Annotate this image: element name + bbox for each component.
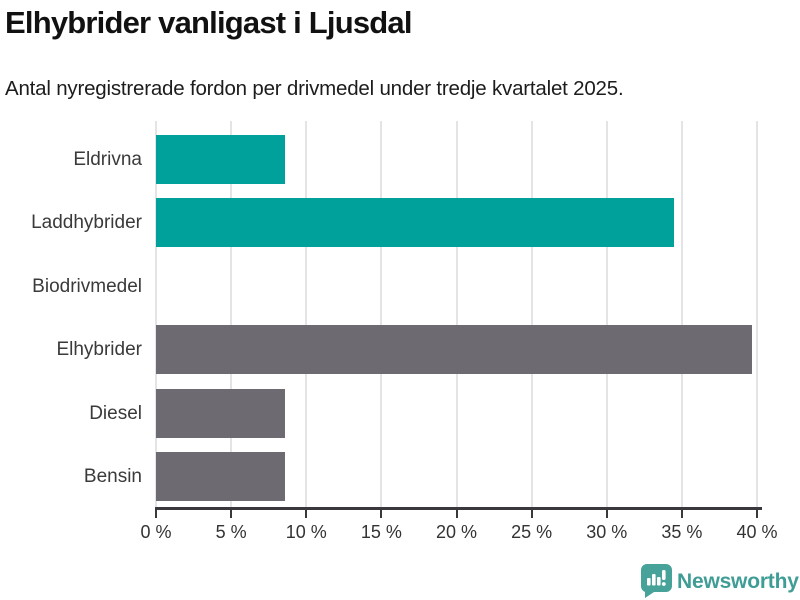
axis-tick [680,510,683,518]
category-label: Bensin [83,466,142,487]
brand-name: Newsworthy [677,570,799,593]
x-axis-line [155,507,762,510]
gridline [455,121,458,507]
bar-diesel [156,388,286,438]
category-label: Eldrivna [73,148,142,170]
chart-subtitle: Antal nyregistrerade fordon per drivmede… [5,77,624,100]
bar-chart-speech-bubble-icon [640,564,672,600]
axis-tick-label: 40 % [736,522,778,542]
category-label: Biodrivmedel [32,275,142,297]
axis-tick-label: 25 % [511,522,553,542]
axis-tick-label: 0 % [140,522,172,542]
axis-tick [530,510,533,518]
axis-tick-label: 30 % [586,522,628,542]
axis-tick-label: 10 % [285,522,327,542]
axis-tick [756,510,758,518]
gridline [680,121,683,507]
gridline [155,121,157,507]
gridline [605,121,608,507]
axis-tick-label: 15 % [360,522,402,542]
gridline [380,121,383,507]
axis-tick-label: 5 % [215,522,247,542]
category-label: Elhybrider [56,339,142,360]
bar-bensin [156,452,286,501]
axis-tick [155,510,157,518]
axis-tick [455,510,458,518]
axis-tick [605,510,608,518]
axis-tick [380,510,383,518]
gridline [305,121,308,507]
gridline [530,121,533,507]
gridline [230,121,233,507]
category-label: Diesel [89,402,142,424]
bar-laddhybrider [156,198,675,247]
axis-tick [230,510,233,518]
brand-logo: Newsworthy [640,564,799,600]
chart-title: Elhybrider vanligast i Ljusdal [5,5,412,40]
axis-tick-label: 35 % [661,522,703,542]
bar-eldrivna [156,134,286,184]
bar-elhybrider [156,325,753,374]
axis-tick [305,510,308,518]
gridline [756,121,758,507]
axis-tick-label: 20 % [435,522,478,542]
category-label: Laddhybrider [31,212,142,233]
